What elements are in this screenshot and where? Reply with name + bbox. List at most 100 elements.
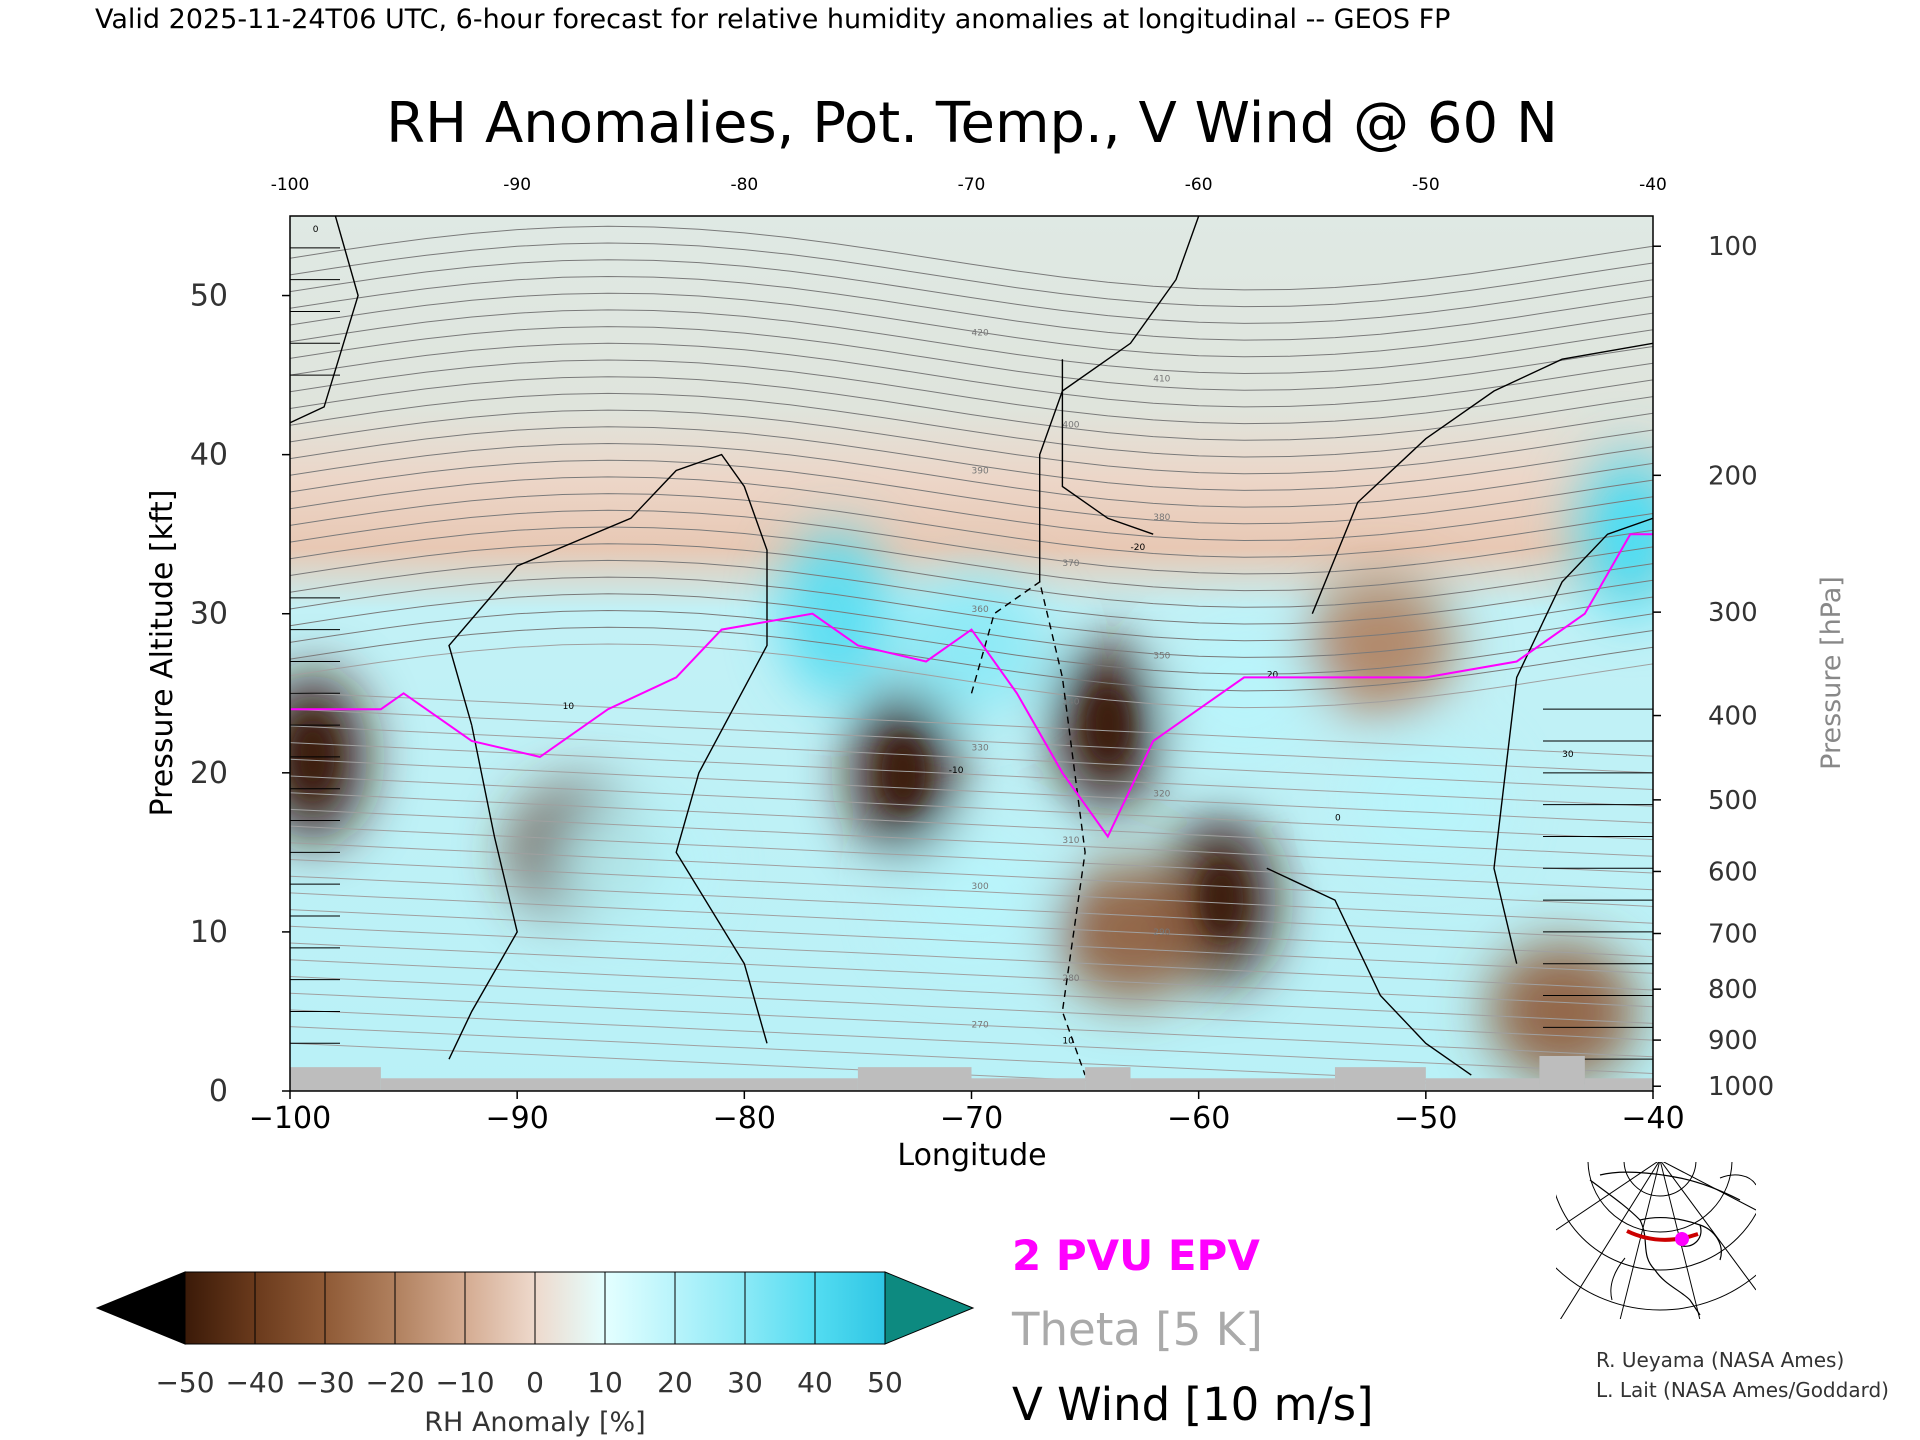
theta-contour (290, 509, 1653, 575)
colorbar-tick-label: −10 (435, 1366, 494, 1399)
pressure-tick-label: 300 (1708, 598, 1758, 628)
x-axis: −100 −90 −80 −70 −60 −50 −40 (249, 1091, 1685, 1136)
theta-label: 420 (972, 328, 989, 338)
theta-contour (290, 442, 1653, 508)
credit-line-1: R. Ueyama (NASA Ames) (1596, 1348, 1844, 1372)
x-tick-label: −70 (940, 1101, 1003, 1136)
rh-anomaly-blob (896, 575, 1047, 716)
colorbar-segment (184, 1271, 256, 1345)
wind-label: 30 (1562, 750, 1574, 760)
colorbar-segment (394, 1271, 466, 1345)
wind-contour (1266, 867, 1472, 1076)
pressure-tick-label: 1000 (1708, 1072, 1774, 1102)
colorbar-segment (324, 1271, 396, 1345)
theta-contour (290, 376, 1653, 441)
plot-area: 2702802903003103203303403503603703803904… (290, 216, 1653, 1091)
theta-contours: 2702802903003103203303403503603703803904… (290, 225, 1653, 1084)
terrain (290, 1056, 1653, 1091)
x-tick-label: −60 (1167, 1101, 1230, 1136)
y-axis: 0 10 20 30 40 50 (190, 279, 290, 1109)
pressure-tick-label: 700 (1708, 920, 1758, 950)
x-top-tick-label: -90 (503, 175, 531, 195)
theta-contour (290, 409, 1653, 475)
colorbar-tick-label: 0 (526, 1366, 544, 1399)
theta-contour (290, 459, 1653, 525)
terrain-bar (971, 1078, 1086, 1091)
theta-contour (290, 859, 1653, 924)
theta-label: 310 (1062, 836, 1079, 846)
wind-contour (1061, 359, 1154, 535)
rh-anomaly-blob (1169, 623, 1320, 764)
wind-contour (290, 216, 359, 424)
theta-contour (290, 875, 1653, 941)
chart-title: RH Anomalies, Pot. Temp., V Wind @ 60 N (386, 91, 1558, 156)
wind-label: 20 (1267, 670, 1279, 680)
theta-contour (290, 942, 1653, 1008)
theta-contour (290, 892, 1653, 958)
y-tick-label: 50 (190, 279, 228, 314)
credit-line-2: L. Lait (NASA Ames/Goddard) (1596, 1378, 1889, 1402)
rh-anomaly-blob (896, 830, 1047, 971)
theta-contour (290, 708, 1653, 774)
theta-contour (290, 775, 1653, 841)
theta-contour (290, 692, 1653, 757)
theta-label: 350 (1153, 651, 1170, 661)
theta-contour (290, 643, 1653, 709)
colorbar-right-arrow (884, 1271, 975, 1345)
wind-contour (448, 453, 768, 1044)
theta-contour (290, 326, 1653, 391)
locator-map (1556, 1162, 1756, 1319)
colorbar-left-arrow (95, 1271, 186, 1345)
theta-label: 280 (1062, 974, 1079, 984)
theta-contour (290, 725, 1653, 790)
x-tick-label: −100 (249, 1101, 331, 1136)
x-top-tick-label: -60 (1185, 175, 1213, 195)
theta-contour (290, 1009, 1653, 1074)
theta-contour (290, 609, 1653, 675)
terrain-bar (1584, 1078, 1653, 1091)
theta-label: 300 (972, 882, 989, 892)
wind-label: 10 (563, 702, 575, 712)
theta-contour (290, 593, 1653, 658)
pressure-tick-label: 800 (1708, 975, 1758, 1005)
theta-contour (290, 242, 1653, 308)
theta-contour (290, 275, 1653, 341)
theta-contour (290, 259, 1653, 324)
theta-label: 360 (972, 605, 989, 615)
colorbar-tick-label: −40 (225, 1366, 284, 1399)
valid-line: Valid 2025-11-24T06 UTC, 6-hour forecast… (95, 4, 1450, 35)
theta-contour (290, 292, 1653, 358)
theta-contour (290, 493, 1653, 558)
colorbar-tick-label: −50 (155, 1366, 214, 1399)
terrain-bar (1130, 1078, 1335, 1091)
legend-pv: 2 PVU EPV (1012, 1231, 1260, 1280)
y-tick-label: 30 (190, 597, 228, 632)
wind-label: -20 (1131, 543, 1146, 553)
theta-label: 320 (1153, 790, 1170, 800)
theta-contour (290, 526, 1653, 592)
wind-contour (1039, 216, 1200, 582)
x-axis-label: Longitude (897, 1138, 1046, 1173)
theta-label: 370 (1062, 559, 1079, 569)
rh-anomaly-field (290, 449, 1653, 1082)
pressure-tick-label: 900 (1708, 1026, 1758, 1056)
rh-anomaly-core (1085, 687, 1130, 764)
terrain-bar (380, 1078, 858, 1091)
pressure-tick-label: 400 (1708, 702, 1758, 732)
theta-contour (290, 225, 1653, 291)
theta-contour (290, 825, 1653, 891)
theta-contour (290, 758, 1653, 824)
y-tick-label: 20 (190, 756, 228, 791)
rh-anomaly-core (881, 734, 926, 811)
wind-contour (1311, 342, 1653, 614)
colorbar-segment (254, 1271, 326, 1345)
theta-contour (290, 909, 1653, 974)
colorbar-segment (814, 1271, 886, 1345)
theta-contour (290, 359, 1653, 425)
x-top-tick-label: -100 (271, 175, 310, 195)
rh-anomaly-blob (555, 798, 706, 939)
legend-theta: Theta [5 K] (1011, 1303, 1263, 1356)
wind-label: 0 (1335, 814, 1341, 824)
theta-label: 290 (1153, 928, 1170, 938)
